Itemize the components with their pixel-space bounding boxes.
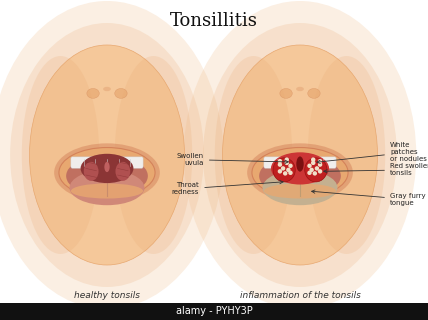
Ellipse shape bbox=[308, 56, 385, 254]
Circle shape bbox=[288, 171, 293, 175]
Circle shape bbox=[278, 162, 282, 167]
Ellipse shape bbox=[203, 23, 397, 287]
Circle shape bbox=[278, 169, 282, 173]
Circle shape bbox=[278, 159, 282, 163]
Ellipse shape bbox=[80, 154, 134, 183]
Text: Gray furry
tongue: Gray furry tongue bbox=[312, 190, 425, 206]
Ellipse shape bbox=[22, 56, 99, 254]
FancyBboxPatch shape bbox=[264, 157, 336, 168]
Ellipse shape bbox=[252, 148, 348, 198]
Circle shape bbox=[318, 162, 322, 167]
Ellipse shape bbox=[264, 183, 336, 198]
Ellipse shape bbox=[10, 23, 204, 287]
Circle shape bbox=[318, 159, 322, 163]
Ellipse shape bbox=[262, 170, 338, 205]
Ellipse shape bbox=[69, 170, 145, 205]
Ellipse shape bbox=[271, 152, 329, 185]
Ellipse shape bbox=[296, 87, 304, 91]
Ellipse shape bbox=[0, 1, 223, 309]
FancyBboxPatch shape bbox=[71, 157, 143, 168]
Ellipse shape bbox=[115, 88, 127, 98]
Circle shape bbox=[286, 168, 291, 172]
Ellipse shape bbox=[184, 1, 416, 309]
Ellipse shape bbox=[87, 88, 99, 98]
Circle shape bbox=[285, 161, 289, 165]
Ellipse shape bbox=[215, 56, 292, 254]
Ellipse shape bbox=[116, 162, 130, 181]
Ellipse shape bbox=[296, 156, 304, 172]
Ellipse shape bbox=[59, 148, 155, 198]
Circle shape bbox=[285, 157, 289, 162]
Circle shape bbox=[307, 164, 312, 168]
Ellipse shape bbox=[280, 88, 292, 98]
Text: Tonsillitis: Tonsillitis bbox=[170, 12, 258, 30]
Circle shape bbox=[307, 171, 312, 175]
Text: Throat
redness: Throat redness bbox=[172, 180, 283, 196]
Ellipse shape bbox=[54, 143, 160, 202]
Ellipse shape bbox=[308, 88, 320, 98]
Ellipse shape bbox=[84, 162, 98, 181]
Text: Swollen
uvula: Swollen uvula bbox=[177, 153, 288, 166]
Ellipse shape bbox=[115, 56, 192, 254]
Bar bbox=[0, 303, 428, 320]
Circle shape bbox=[311, 161, 315, 165]
Circle shape bbox=[283, 171, 288, 176]
Text: Red swollen
tonsils: Red swollen tonsils bbox=[324, 164, 428, 176]
Ellipse shape bbox=[259, 155, 341, 197]
Ellipse shape bbox=[71, 183, 143, 198]
Circle shape bbox=[311, 157, 315, 162]
Circle shape bbox=[288, 164, 293, 168]
Ellipse shape bbox=[103, 87, 111, 91]
Ellipse shape bbox=[66, 155, 148, 197]
Ellipse shape bbox=[223, 45, 377, 265]
Ellipse shape bbox=[273, 158, 295, 182]
Ellipse shape bbox=[104, 162, 110, 172]
Ellipse shape bbox=[247, 143, 353, 202]
Circle shape bbox=[318, 169, 322, 173]
Circle shape bbox=[312, 171, 317, 176]
Ellipse shape bbox=[305, 158, 327, 182]
Ellipse shape bbox=[30, 45, 184, 265]
Text: inflammation of the tonsils: inflammation of the tonsils bbox=[240, 291, 360, 300]
Circle shape bbox=[281, 166, 285, 171]
Text: alamy - PYHY3P: alamy - PYHY3P bbox=[175, 307, 253, 316]
Text: White
patches
or nodules: White patches or nodules bbox=[317, 142, 427, 164]
Text: healthy tonsils: healthy tonsils bbox=[74, 291, 140, 300]
Circle shape bbox=[309, 168, 314, 172]
Circle shape bbox=[315, 166, 319, 171]
